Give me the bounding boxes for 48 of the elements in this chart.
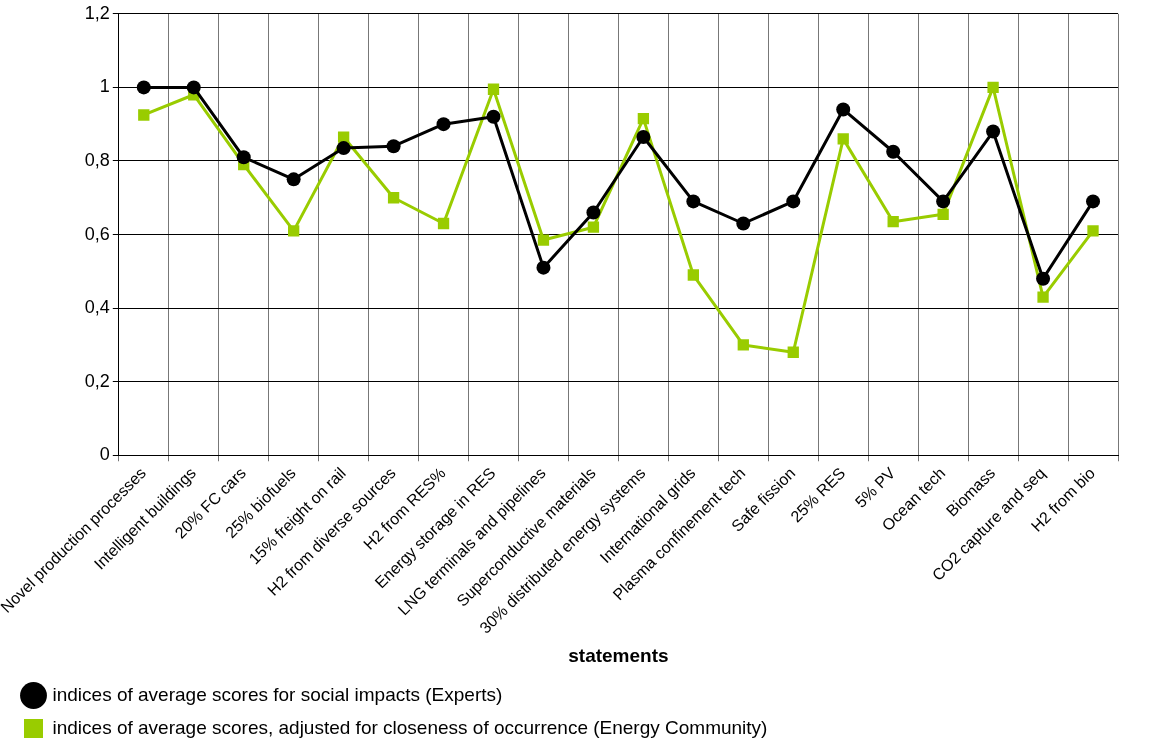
point [787,346,799,358]
point [737,339,749,351]
point [1037,291,1049,303]
y-tick-label: 0,2 [84,370,110,391]
legend-label: indices of average scores for social impacts (Experts) [52,683,503,705]
point [286,172,301,187]
point [288,225,300,237]
point [386,139,401,154]
point [486,109,501,124]
point [636,130,651,145]
point [836,102,851,117]
point [138,109,150,121]
point [786,194,801,209]
point [136,80,151,95]
y-tick-label: 1 [99,76,110,97]
point [936,194,951,209]
point [986,124,1001,139]
point [387,192,400,204]
point [837,133,849,145]
y-tick-label: 0,4 [84,297,110,318]
legend-label: indices of average scores, adjusted for closeness of occurrence (Energy Community) [52,716,768,738]
y-tick-label: 0,6 [84,223,110,244]
point [1036,271,1051,286]
point [886,144,901,159]
point [887,216,899,228]
y-tick-label: 1,2 [84,2,110,23]
point [336,141,351,156]
point [687,269,699,281]
point [586,205,601,220]
point [536,260,551,275]
point [1086,194,1101,209]
point [436,117,451,132]
point [686,194,701,209]
x-tick-label: 5% PV [851,464,899,511]
point [937,208,949,220]
point [537,234,550,246]
y-tick-label: 0,8 [84,149,110,170]
point [437,217,450,230]
point [637,112,650,125]
point [587,221,600,233]
point [987,81,999,94]
point [487,83,500,95]
point [236,150,251,165]
point [186,80,201,95]
point [1087,225,1099,237]
y-tick-label: 0 [99,444,110,465]
x-axis-title: statements [568,644,669,666]
point [736,216,751,231]
